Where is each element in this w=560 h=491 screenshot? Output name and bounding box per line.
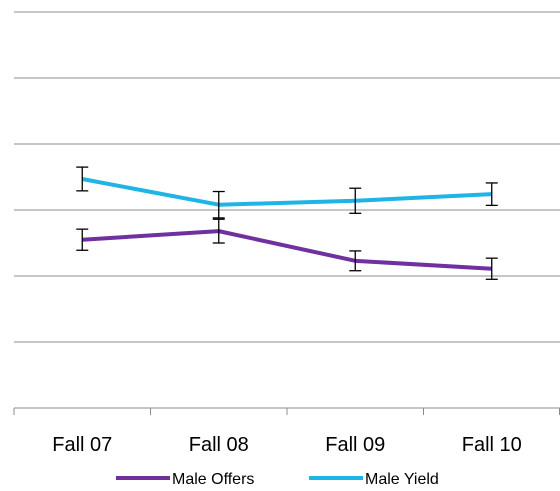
x-axis [13,407,560,415]
x-tick-label: Fall 07 [52,434,112,456]
legend-label-male-offers: Male Offers [172,471,254,488]
error-bar-male-offers [349,250,362,272]
error-bar-male-yield [76,166,89,192]
legend-label-male-yield: Male Yield [365,471,439,488]
gridlines [14,11,560,343]
error-bar-male-yield [212,190,225,219]
error-bar-male-offers [485,257,498,280]
x-axis-labels: Fall 07 Fall 08 Fall 09 Fall 10 [52,434,522,456]
series-line-male-yield [81,177,492,207]
x-tick-label: Fall 08 [189,434,249,456]
series-layer [76,166,498,280]
legend: Male Offers Male Yield [116,471,439,488]
error-bar-male-yield [349,187,362,214]
error-bar-male-offers [212,218,225,244]
error-bar-male-yield [485,182,498,207]
x-tick-label: Fall 09 [325,434,385,456]
x-tick-label: Fall 10 [462,434,522,456]
error-bar-male-offers [76,228,89,251]
series-line-male-offers [82,229,492,271]
